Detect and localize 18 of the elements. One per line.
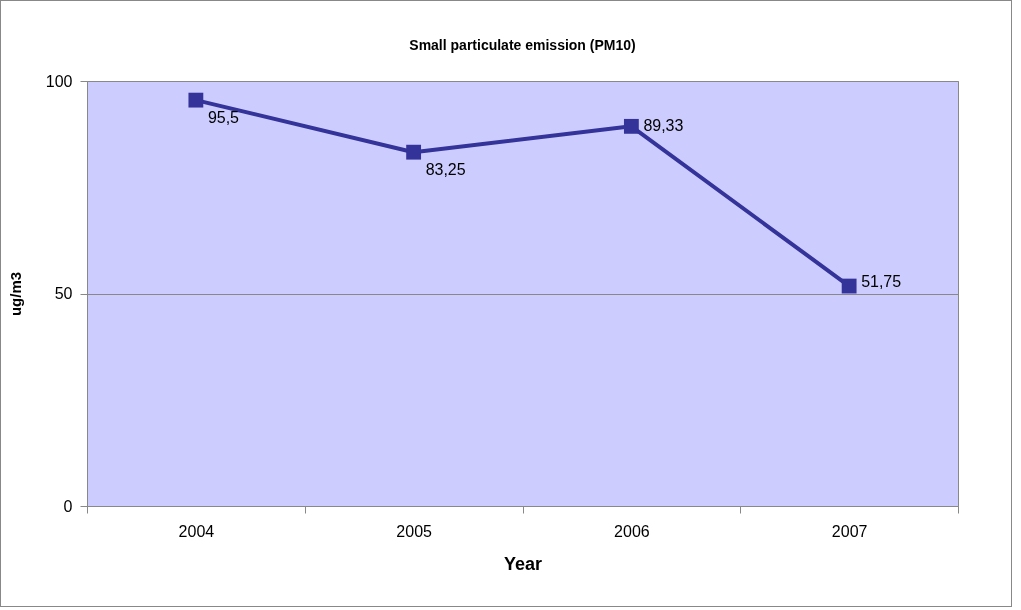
y-axis-title: ug/m3 (6, 271, 24, 317)
point (406, 144, 422, 160)
x-axis-title: Year (503, 553, 543, 574)
point (188, 92, 204, 108)
y-tick-label: 50 (54, 285, 73, 302)
data-label: 95,5 (207, 109, 240, 127)
data-label: 83,25 (425, 161, 466, 179)
chart-title: Small particulate emission (PM10) (409, 37, 636, 53)
point (841, 278, 857, 294)
x-tick-label: 2005 (396, 522, 433, 540)
y-tick-label: 0 (63, 497, 73, 515)
data-label: 89,33 (643, 117, 684, 135)
y-tick-label: 100 (45, 72, 73, 90)
point (623, 118, 639, 134)
x-tick-label: 2004 (178, 522, 215, 540)
x-tick-label: 2006 (614, 522, 650, 540)
x-tick-label: 2007 (831, 522, 868, 540)
data-label: 51,75 (861, 273, 902, 291)
